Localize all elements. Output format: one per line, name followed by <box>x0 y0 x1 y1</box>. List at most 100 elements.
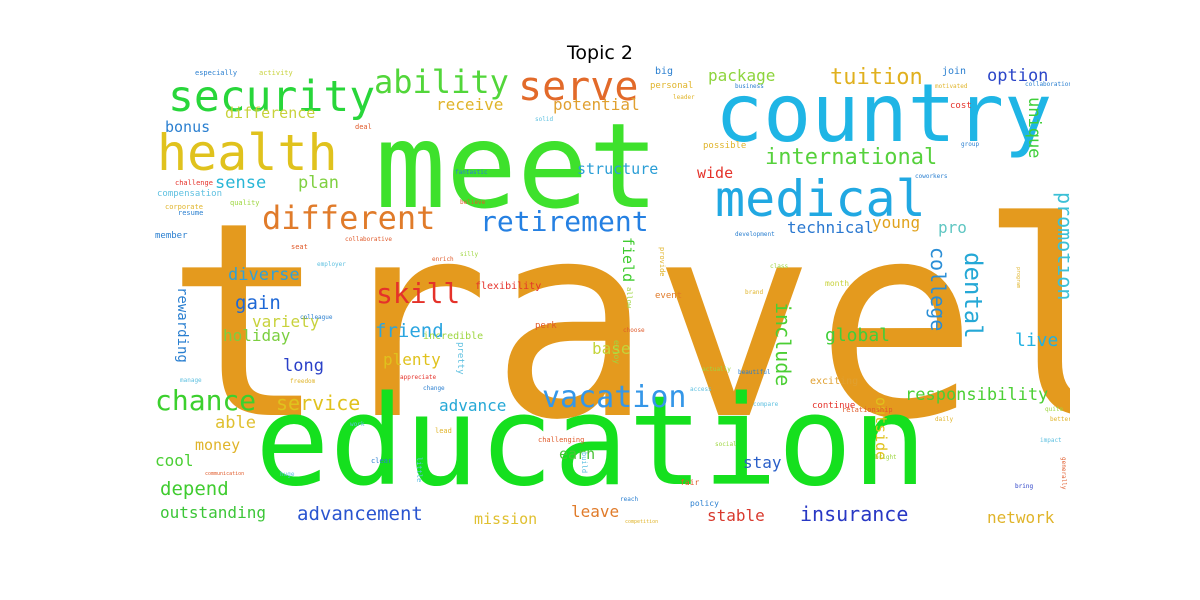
word-deal: deal <box>355 123 372 131</box>
word-silly: silly <box>460 251 479 258</box>
word-retirement: retirement <box>480 205 649 238</box>
word-join: join <box>942 66 967 77</box>
word-solid: solid <box>535 116 554 123</box>
word-challenging: challenging <box>538 436 585 444</box>
word-beautiful: beautiful <box>738 369 771 376</box>
word-earn: earn <box>559 445 596 463</box>
word-huge: huge <box>280 471 295 478</box>
word-freedom: freedom <box>290 378 316 385</box>
word-access: access <box>690 386 712 393</box>
word-brand: brand <box>745 289 764 296</box>
word-seat: seat <box>291 243 308 251</box>
word-money: money <box>195 436 241 454</box>
word-colleague: colleague <box>300 314 333 321</box>
word-motivated: motivated <box>935 83 968 90</box>
word-insurance: insurance <box>800 502 909 526</box>
word-unique: unique <box>1024 97 1044 159</box>
word-holiday: holiday <box>223 326 291 345</box>
word-communication: communication <box>205 471 245 477</box>
word-reach: reach <box>620 496 639 503</box>
word-daily: daily <box>935 416 954 423</box>
chart-title: Topic 2 <box>567 42 633 64</box>
word-impact: impact <box>1040 437 1062 444</box>
word-build: build <box>580 452 588 474</box>
word-group: group <box>961 141 980 148</box>
word-member: member <box>155 231 188 241</box>
word-bright: bright <box>875 454 897 461</box>
word-field: field <box>619 237 637 283</box>
word-serve: serve <box>518 64 639 110</box>
word-diverse: diverse <box>228 265 300 285</box>
word-service: service <box>276 391 361 415</box>
word-mission: mission <box>474 510 538 528</box>
word-include: include <box>771 302 795 387</box>
word-wide: wide <box>697 164 734 182</box>
word-social: social <box>715 441 737 448</box>
word-pretty: pretty <box>455 342 465 375</box>
word-outstanding: outstanding <box>160 503 266 522</box>
word-skill: skill <box>376 277 461 310</box>
word-young: young <box>872 213 921 232</box>
word-exciting: exciting <box>810 376 859 387</box>
word-cloud: travel meet education country medical health s… <box>155 62 1070 532</box>
word-friend: friend <box>375 320 444 342</box>
word-travel: travel <box>165 164 1070 479</box>
word-possible: possible <box>703 141 747 151</box>
word-better: better <box>1050 416 1070 423</box>
word-potential: potential <box>553 95 640 114</box>
word-receive: receive <box>436 95 504 114</box>
word-month: month <box>825 279 850 288</box>
word-allow: allow <box>625 287 633 309</box>
word-security: security <box>168 72 376 122</box>
word-lead: lead <box>435 427 452 435</box>
word-vacation: vacation <box>542 380 687 415</box>
word-little: little <box>415 457 423 483</box>
word-plenty: plenty <box>383 350 441 369</box>
word-change: change <box>423 385 445 392</box>
word-clear: clear <box>371 457 393 465</box>
word-education: education <box>255 370 927 514</box>
word-base: base <box>592 339 631 358</box>
word-variety: variety <box>252 312 320 331</box>
word-coworkers: coworkers <box>915 173 948 180</box>
word-especially: especially <box>195 69 238 77</box>
word-gain: gain <box>235 292 281 314</box>
word-ability: ability <box>374 63 509 101</box>
word-activity: activity <box>259 69 293 77</box>
word-employer: employer <box>317 261 346 268</box>
word-generally: generally <box>1060 457 1067 490</box>
word-long: long <box>283 356 324 376</box>
word-choose: choose <box>623 327 645 334</box>
word-program: program <box>1015 267 1021 289</box>
word-competition: competition <box>625 519 659 525</box>
word-structure: structure <box>577 160 659 178</box>
word-resume: resume <box>178 209 204 217</box>
word-enrich: enrich <box>432 256 454 263</box>
word-pro: pro <box>938 218 967 237</box>
word-provide: provide <box>658 247 666 277</box>
word-corporate: corporate <box>165 203 203 211</box>
word-enjoy: enjoy <box>612 340 621 365</box>
word-live: live <box>1015 330 1059 351</box>
word-leave: leave <box>571 502 620 521</box>
word-different: different <box>262 199 436 237</box>
word-collaboration: collaboration <box>1025 81 1070 88</box>
word-believe: believe <box>460 199 486 206</box>
word-fantastic: fantastic <box>455 169 488 176</box>
word-international: international <box>765 145 938 170</box>
word-personal: personal <box>650 81 694 91</box>
word-meet: meet <box>375 97 660 235</box>
word-responsibility: responsibility <box>905 385 1049 405</box>
word-quality: quality <box>230 199 260 207</box>
word-quite: quite <box>1045 406 1064 413</box>
word-dental: dental <box>959 252 987 339</box>
word-flexibility: flexibility <box>475 281 542 292</box>
word-work: work <box>350 421 365 428</box>
word-tuition: tuition <box>830 65 923 90</box>
word-perk: perk <box>535 321 557 331</box>
word-global: global <box>825 325 891 346</box>
word-difference: difference <box>225 104 316 122</box>
word-manage: manage <box>180 377 202 384</box>
word-policy: policy <box>690 499 719 508</box>
word-college: college <box>926 247 950 332</box>
